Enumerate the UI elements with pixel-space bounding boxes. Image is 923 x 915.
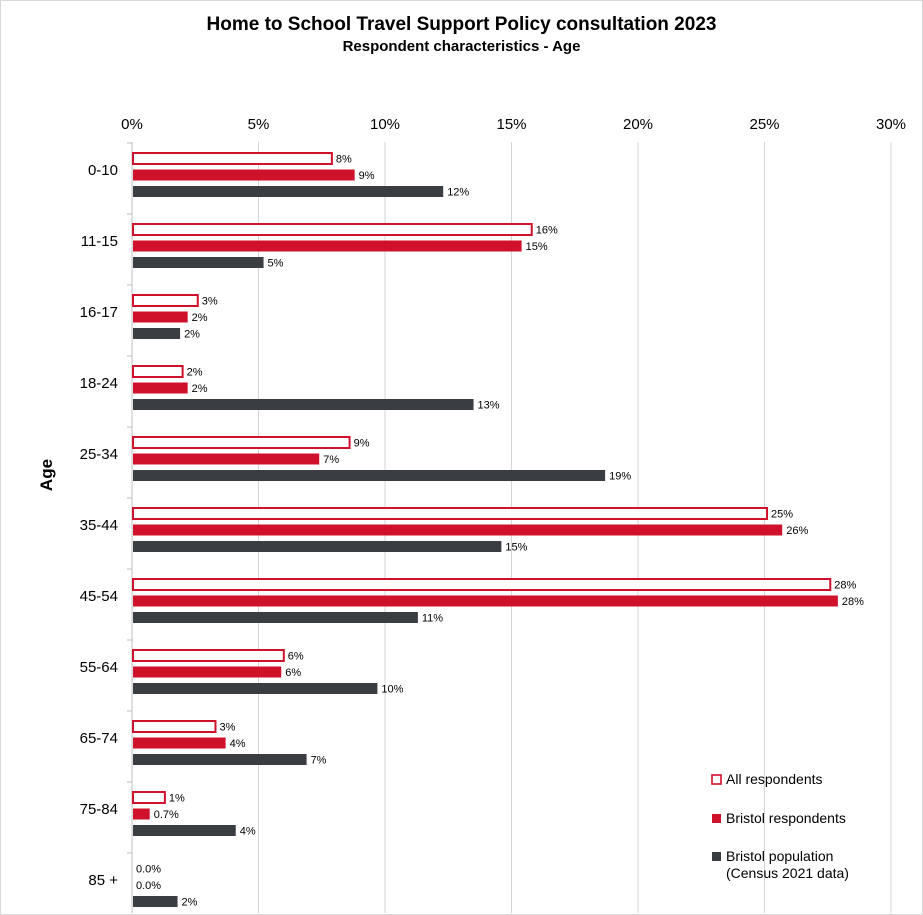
chart-subtitle: Respondent characteristics - Age bbox=[342, 38, 581, 55]
category-label: 55-64 bbox=[80, 659, 118, 676]
data-label: 3% bbox=[202, 296, 218, 308]
bar bbox=[133, 808, 150, 820]
legend-swatch bbox=[711, 774, 722, 785]
bar bbox=[133, 240, 522, 252]
bar bbox=[132, 294, 199, 307]
legend-swatch bbox=[712, 852, 721, 861]
data-label: 26% bbox=[786, 525, 808, 537]
bar bbox=[133, 896, 178, 907]
x-tick-label: 30% bbox=[876, 116, 906, 133]
data-label: 28% bbox=[834, 580, 856, 592]
category-label: 75-84 bbox=[80, 801, 118, 818]
x-tick-label: 15% bbox=[496, 116, 526, 133]
bar bbox=[132, 436, 351, 449]
bar bbox=[132, 365, 184, 378]
bar bbox=[133, 524, 783, 536]
category-label: 0-10 bbox=[88, 162, 118, 179]
legend-label: All respondents bbox=[726, 771, 823, 787]
legend-label: Bristol population (Census 2021 data) bbox=[726, 848, 849, 881]
category-label: 11-15 bbox=[81, 233, 118, 250]
legend-label: Bristol respondents bbox=[726, 810, 846, 826]
data-label: 11% bbox=[422, 613, 443, 625]
bar bbox=[133, 186, 444, 197]
data-label: 7% bbox=[311, 755, 327, 767]
data-label: 13% bbox=[478, 400, 500, 412]
bar bbox=[133, 683, 378, 694]
data-label: 9% bbox=[359, 170, 375, 182]
x-tick-label: 25% bbox=[749, 116, 779, 133]
bar bbox=[133, 825, 236, 836]
data-label: 19% bbox=[609, 471, 631, 483]
category-label: 16-17 bbox=[80, 304, 118, 321]
bar bbox=[133, 257, 264, 268]
data-label: 15% bbox=[505, 542, 527, 554]
category-label: 25-34 bbox=[80, 446, 118, 463]
data-label: 7% bbox=[323, 454, 339, 466]
bar bbox=[133, 737, 226, 749]
category-label: 18-24 bbox=[80, 375, 118, 392]
data-label: 2% bbox=[192, 383, 208, 395]
data-label: 10% bbox=[381, 684, 403, 696]
data-label: 15% bbox=[526, 241, 548, 253]
category-label: 35-44 bbox=[80, 517, 118, 534]
data-label: 12% bbox=[447, 187, 469, 199]
data-label: 2% bbox=[184, 329, 200, 341]
bar bbox=[133, 399, 474, 410]
legend-swatch bbox=[712, 814, 721, 823]
data-label: 28% bbox=[842, 596, 864, 608]
bar bbox=[133, 612, 418, 623]
data-label: 0.7% bbox=[154, 809, 179, 821]
bar bbox=[133, 311, 188, 323]
bar bbox=[132, 720, 217, 733]
bar bbox=[132, 649, 285, 662]
data-label: 5% bbox=[268, 258, 284, 270]
bar bbox=[133, 453, 320, 465]
bar bbox=[133, 666, 282, 678]
x-tick-label: 20% bbox=[623, 116, 653, 133]
data-label: 8% bbox=[336, 154, 352, 166]
data-label: 2% bbox=[187, 367, 203, 379]
data-label: 0.0% bbox=[136, 864, 161, 876]
bar bbox=[133, 169, 355, 181]
bar bbox=[132, 223, 533, 236]
y-axis-label: Age bbox=[37, 459, 56, 491]
data-label: 0.0% bbox=[136, 880, 161, 892]
bar bbox=[133, 382, 188, 394]
data-label: 3% bbox=[219, 722, 235, 734]
data-label: 1% bbox=[169, 793, 185, 805]
data-label: 2% bbox=[182, 897, 198, 909]
data-label: 2% bbox=[192, 312, 208, 324]
data-label: 4% bbox=[230, 738, 246, 750]
bar bbox=[132, 152, 333, 165]
data-label: 6% bbox=[288, 651, 304, 663]
category-label: 85 + bbox=[88, 872, 118, 889]
x-tick-label: 10% bbox=[370, 116, 400, 133]
bar bbox=[133, 470, 606, 481]
data-label: 25% bbox=[771, 509, 793, 521]
bar bbox=[133, 754, 307, 765]
category-label: 45-54 bbox=[80, 588, 118, 605]
bar bbox=[132, 791, 166, 804]
category-label: 65-74 bbox=[80, 730, 118, 747]
data-label: 4% bbox=[240, 826, 256, 838]
bar bbox=[133, 328, 181, 339]
data-label: 9% bbox=[354, 438, 370, 450]
chart-title: Home to School Travel Support Policy con… bbox=[206, 14, 717, 35]
bar bbox=[133, 541, 502, 552]
data-label: 6% bbox=[285, 667, 301, 679]
x-tick-label: 0% bbox=[121, 116, 143, 133]
bar bbox=[133, 595, 838, 607]
bar bbox=[132, 507, 769, 520]
data-label: 16% bbox=[536, 225, 558, 237]
x-tick-label: 5% bbox=[248, 116, 270, 133]
bar bbox=[132, 578, 832, 591]
